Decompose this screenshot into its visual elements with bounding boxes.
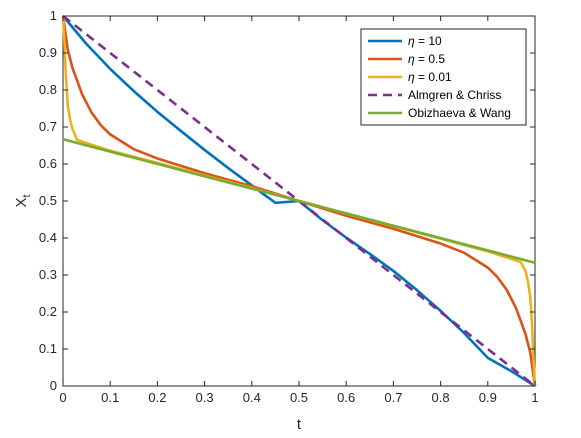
x-axis-label: t — [297, 416, 302, 433]
y-tick-label: 1 — [50, 8, 57, 23]
x-tick-label: 0.1 — [101, 390, 119, 405]
series-line — [62, 137, 536, 265]
x-tick-label: 0.7 — [384, 390, 402, 405]
x-axis-ticks: 0 0.1 0.2 0.3 0.4 0.5 0.6 0.7 0.8 0.9 1 — [59, 16, 539, 405]
x-tick-label: 0.6 — [337, 390, 355, 405]
y-axis-label-subscript: t — [21, 194, 33, 197]
x-tick-label: 0.2 — [148, 390, 166, 405]
legend-label: Obizhaeva & Wang — [408, 106, 511, 120]
y-tick-label: 0.9 — [39, 45, 57, 60]
x-tick-label: 1 — [531, 390, 538, 405]
y-tick-label: 0.4 — [39, 230, 57, 245]
y-tick-label: 0.5 — [39, 193, 57, 208]
y-axis-label-group: Xt — [13, 194, 33, 207]
legend-label: Almgren & Chriss — [408, 88, 501, 102]
y-axis-label: Xt — [13, 194, 33, 207]
y-tick-label: 0.8 — [39, 82, 57, 97]
y-tick-label: 0.1 — [39, 341, 57, 356]
x-tick-label: 0.8 — [432, 390, 450, 405]
y-tick-label: 0 — [50, 378, 57, 393]
x-tick-label: 0.9 — [479, 390, 497, 405]
series-line — [62, 14, 536, 388]
legend-label-symbol: η — [408, 70, 415, 84]
series-layer — [61, 14, 537, 388]
x-tick-label: 0.4 — [243, 390, 261, 405]
x-tick-label: 0.5 — [290, 390, 308, 405]
y-axis-ticks: 0 0.1 0.2 0.3 0.4 0.5 0.6 0.7 0.8 0.9 1 — [39, 8, 535, 393]
legend-label-symbol: η — [408, 34, 415, 48]
legend-label-symbol: η — [408, 52, 415, 66]
legend-label-value: = 0.5 — [415, 52, 446, 66]
legend-label-value: = 10 — [415, 34, 442, 48]
y-tick-label: 0.6 — [39, 156, 57, 171]
legend-label: η = 0.5 — [408, 52, 445, 66]
x-tick-label: 0.3 — [196, 390, 214, 405]
legend-label-value: = 0.01 — [415, 70, 452, 84]
legend-label: η = 0.01 — [408, 70, 452, 84]
y-tick-label: 0.3 — [39, 267, 57, 282]
y-tick-label: 0.2 — [39, 304, 57, 319]
x-tick-label: 0 — [59, 390, 66, 405]
legend-label: η = 10 — [408, 34, 442, 48]
y-tick-label: 0.7 — [39, 119, 57, 134]
y-axis-label-main: X — [13, 198, 30, 208]
